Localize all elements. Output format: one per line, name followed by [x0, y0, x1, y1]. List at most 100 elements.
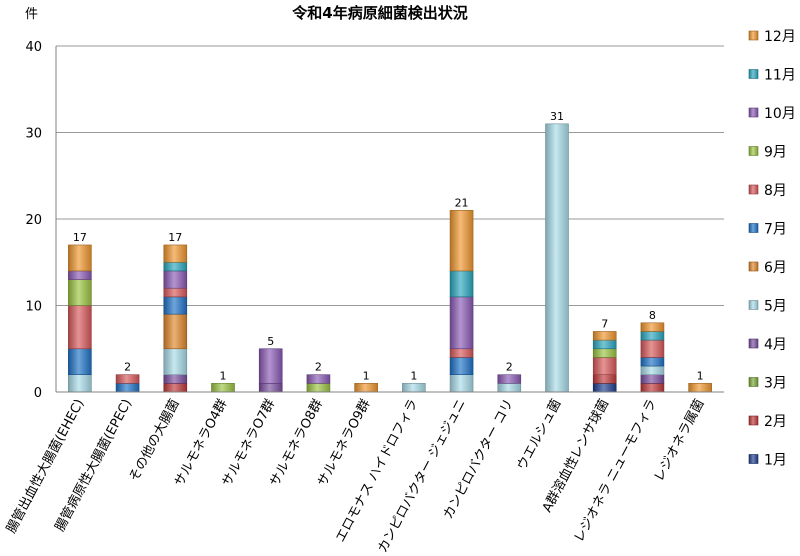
bar-total-label: 2 — [124, 361, 131, 374]
bar-total-label: 7 — [601, 317, 608, 330]
bar-segment — [354, 383, 378, 393]
bar-segment — [449, 210, 474, 272]
bar-segment — [163, 261, 188, 272]
legend-label: 3月 — [764, 376, 787, 392]
legend: 12月 11月 10月 9月 8月 7月 6月 5月 4月 3月 2月 1月 — [748, 29, 796, 469]
bar-segment — [115, 383, 140, 393]
gridlines — [56, 45, 724, 306]
legend-swatch — [748, 377, 759, 387]
bar-segment — [211, 383, 235, 393]
bars — [68, 123, 712, 393]
bar-segment — [497, 374, 522, 384]
bar-segment — [592, 383, 617, 393]
x-tick-label: カンピロバクター ジェジュニ — [375, 397, 469, 552]
x-tick-label: エロモナス ハイドロフィラ — [333, 397, 421, 545]
bar-segment — [640, 339, 665, 358]
x-tick-label: レジオネラ属菌 — [652, 397, 708, 484]
chart-title: 令和4年病原細菌検出状況 — [292, 4, 467, 22]
legend-swatch — [748, 300, 759, 310]
bar-segment — [68, 305, 92, 350]
legend-label: 6月 — [764, 260, 787, 276]
x-tick-label: サルモネラO9群 — [315, 397, 374, 489]
legend-swatch — [748, 184, 759, 195]
bar-segment — [163, 348, 188, 376]
bar-total-label: 2 — [315, 361, 322, 374]
legend-swatch — [748, 454, 759, 464]
bar-segment — [449, 348, 474, 358]
bar-segment — [306, 383, 331, 393]
legend-swatch — [748, 338, 759, 349]
y-tick-label: 30 — [25, 127, 42, 142]
bar-segment — [592, 374, 617, 384]
bar-segment — [640, 357, 665, 367]
legend-label: 1月 — [764, 453, 787, 469]
bar-segment — [449, 374, 474, 393]
bar-segment — [688, 383, 712, 393]
x-tick-label: レジオネラ ニューモフィラ — [572, 397, 660, 545]
bar-total-label: 17 — [168, 231, 182, 244]
y-axis-unit-label: 件 — [25, 7, 38, 22]
bar-segment — [402, 383, 426, 393]
bar-segment — [449, 270, 474, 298]
bar-total-label: 1 — [697, 369, 704, 382]
y-tick-label: 40 — [25, 40, 42, 55]
legend-swatch — [748, 30, 759, 41]
legend-label: 9月 — [764, 145, 787, 161]
bar-segment — [640, 322, 665, 332]
bar-segment — [163, 296, 188, 315]
bar-segment — [592, 331, 617, 341]
legend-label: 8月 — [764, 183, 787, 199]
x-tick-label: その他の大腸菌 — [127, 397, 183, 484]
bar-total-label: 31 — [550, 110, 564, 123]
bar-segment — [545, 123, 569, 393]
legend-label: 2月 — [764, 414, 787, 430]
bar-segment — [258, 348, 283, 384]
bar-segment — [640, 374, 665, 384]
bar-segment — [163, 374, 188, 384]
bar-segment — [68, 279, 92, 306]
x-tick-labels: 腸管出血性大腸菌(EHEC)腸管病原性大腸菌(EPEC)その他の大腸菌サルモネラ… — [4, 397, 708, 556]
x-tick-label: ウエルシュ菌 — [515, 397, 565, 473]
bar-segment — [68, 348, 92, 376]
bar-segment — [115, 374, 140, 384]
legend-label: 10月 — [764, 106, 796, 122]
bar-segment — [640, 365, 665, 375]
bar-segment — [163, 244, 188, 263]
bar-segment — [640, 383, 665, 393]
bar-segment — [592, 357, 617, 375]
bar-total-label: 1 — [410, 369, 417, 382]
bar-segment — [68, 270, 92, 280]
legend-label: 5月 — [764, 299, 787, 315]
legend-label: 12月 — [764, 29, 796, 45]
bar-segment — [258, 383, 283, 393]
bar-total-label: 1 — [220, 369, 227, 382]
legend-swatch — [748, 261, 759, 272]
bar-total-label: 1 — [363, 369, 370, 382]
x-tick-label: サルモネラO4群 — [172, 397, 231, 489]
legend-swatch — [748, 146, 759, 156]
bar-segment — [68, 374, 92, 393]
bar-segment — [163, 287, 188, 298]
x-tick-label: サルモネラO7群 — [220, 397, 279, 489]
axes: 0 10 20 30 40 — [25, 40, 724, 401]
legend-swatch — [748, 69, 759, 79]
y-tick-label: 0 — [34, 386, 42, 401]
bar-segment — [592, 348, 617, 358]
legend-label: 11月 — [764, 68, 796, 84]
x-tick-label: サルモネラO8群 — [267, 397, 326, 489]
legend-swatch — [748, 223, 759, 233]
bar-total-label: 5 — [267, 335, 274, 348]
bar-segment — [163, 383, 188, 393]
legend-label: 7月 — [764, 222, 787, 238]
bar-segment — [592, 339, 617, 350]
bar-total-label: 21 — [455, 196, 469, 209]
legend-swatch — [748, 107, 759, 118]
bar-segment — [68, 244, 92, 272]
bar-total-label: 8 — [649, 309, 656, 322]
bar-segment — [497, 383, 522, 393]
bar-segment — [449, 296, 474, 350]
bar-segment — [163, 313, 188, 350]
